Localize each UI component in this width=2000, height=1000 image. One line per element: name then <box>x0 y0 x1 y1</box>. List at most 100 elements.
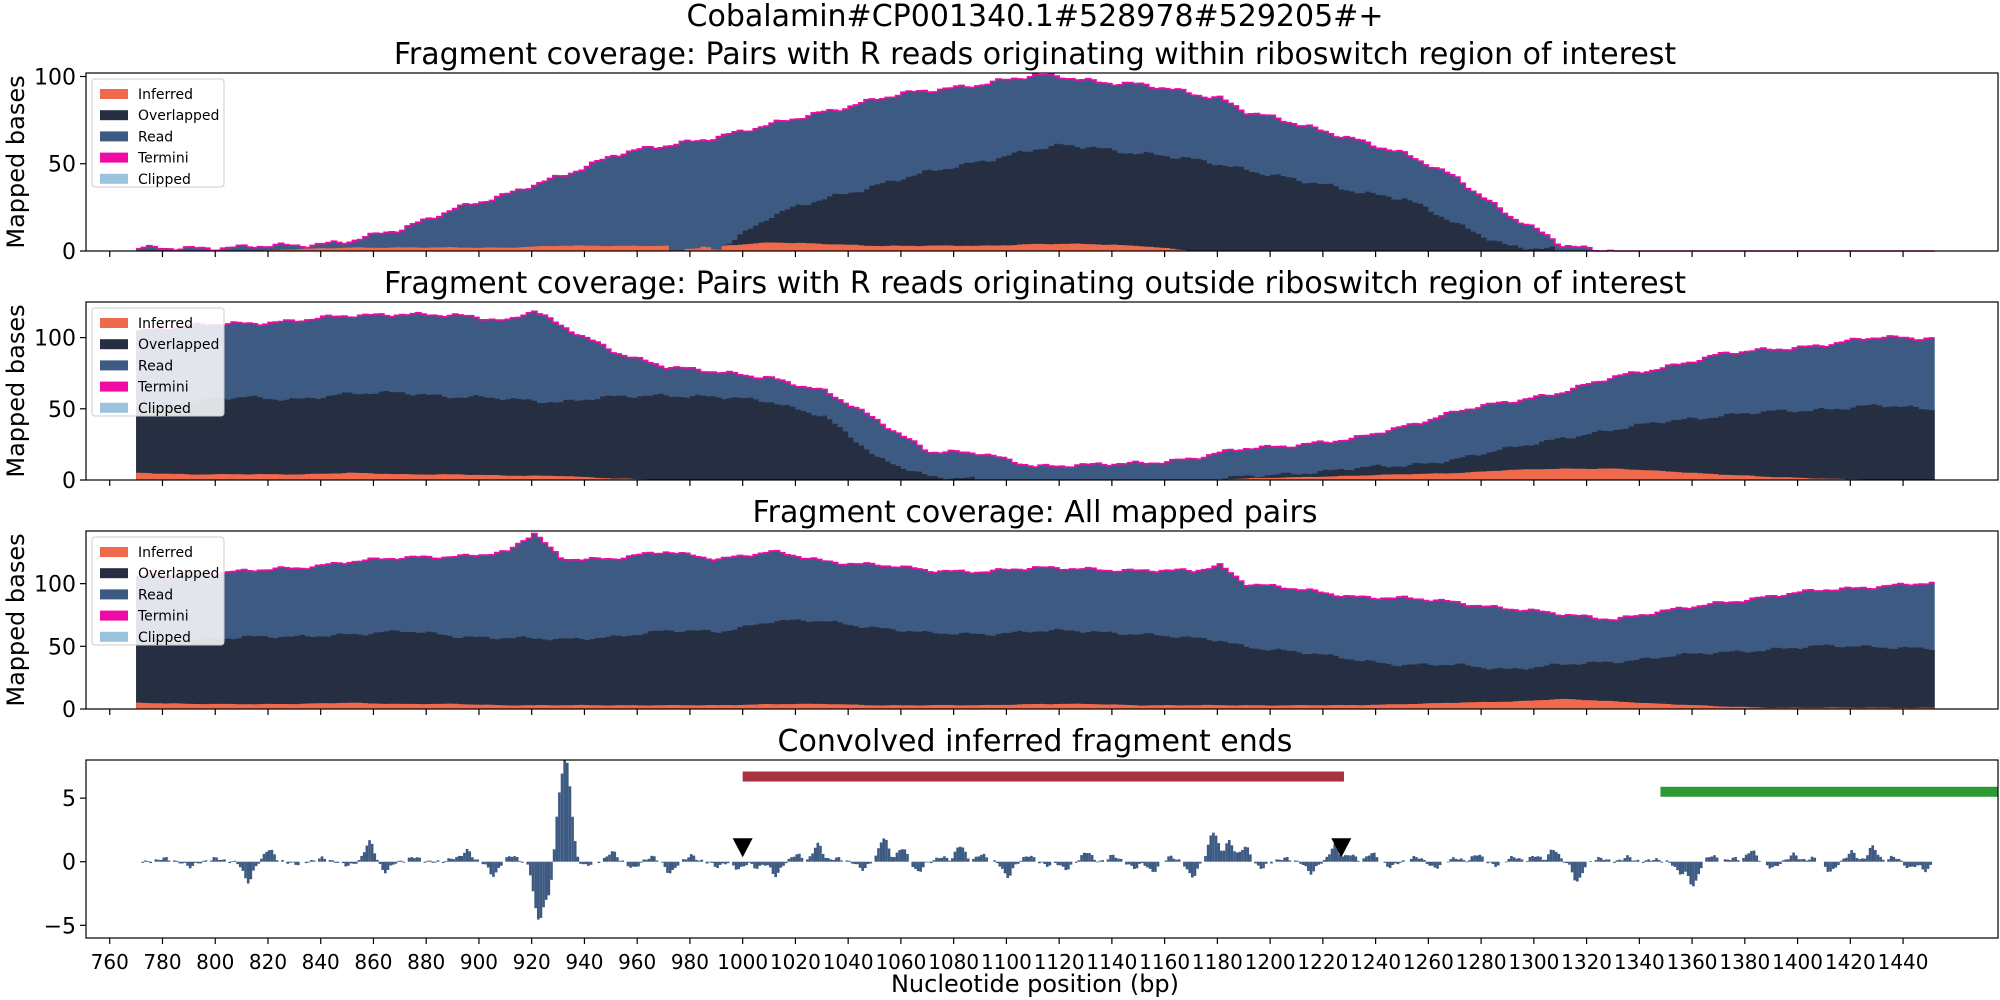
signal-bar <box>360 855 363 862</box>
signal-bar <box>149 861 152 864</box>
signal-bar <box>1599 857 1603 862</box>
signal-bar <box>180 861 184 864</box>
plot-frame-3 <box>85 759 1999 939</box>
signal-bar <box>457 855 461 862</box>
signal-bar <box>1734 856 1737 862</box>
signal-bar <box>1357 860 1360 862</box>
y-axis-label-1: Mapped bases <box>2 304 30 477</box>
y-tick-label-0: 50 <box>48 153 76 178</box>
signal-bar <box>1541 859 1545 862</box>
signal-bar <box>993 860 996 862</box>
signal-bar <box>1515 858 1519 862</box>
signal-bar <box>1694 861 1698 881</box>
signal-bar <box>1254 861 1257 864</box>
signal-bar <box>1111 854 1115 862</box>
signal-bar <box>1001 861 1004 869</box>
x-tick-label: 1020 <box>770 950 821 974</box>
signal-bar <box>497 861 501 868</box>
signal-bar <box>1589 860 1592 862</box>
signal-bar <box>434 861 437 863</box>
signal-bar <box>368 840 371 862</box>
legend-label-inferred-2: Inferred <box>138 545 193 561</box>
signal-bar <box>1225 843 1228 862</box>
signal-bar <box>267 850 271 862</box>
signal-bar <box>146 860 150 862</box>
signal-bar <box>489 861 493 875</box>
signal-bar <box>948 860 952 862</box>
x-tick-label: 1080 <box>928 950 979 974</box>
signal-bar <box>832 859 835 862</box>
signal-bar <box>518 860 522 862</box>
signal-bar <box>982 853 986 862</box>
signal-bar <box>1280 860 1284 862</box>
signal-bar <box>940 857 944 862</box>
signal-bar <box>1438 861 1442 866</box>
signal-bar <box>310 860 313 862</box>
signal-bar <box>1106 859 1110 862</box>
signal-bar <box>1473 855 1476 862</box>
signal-bar <box>442 861 445 863</box>
signal-bar <box>1256 861 1260 866</box>
signal-bar <box>568 786 572 862</box>
x-tick-label: 1400 <box>1772 950 1823 974</box>
signal-bar <box>866 861 870 865</box>
signal-bar <box>471 857 474 862</box>
signal-bar <box>1030 855 1033 862</box>
x-tick-label: 1040 <box>823 950 874 974</box>
signal-bar <box>558 792 561 862</box>
signal-bar <box>914 861 917 869</box>
signal-bar <box>774 861 777 878</box>
signal-bar <box>1518 858 1521 862</box>
signal-bar <box>903 849 907 862</box>
signal-bar <box>1132 861 1136 870</box>
signal-bar <box>231 861 234 862</box>
legend-swatch-read-2 <box>100 589 128 600</box>
signal-bar <box>1038 861 1041 864</box>
signal-bar <box>1467 860 1471 862</box>
signal-bar <box>423 861 427 863</box>
signal-bar <box>1370 853 1373 862</box>
signal-bar <box>1823 861 1827 867</box>
x-tick-label: 760 <box>91 950 129 974</box>
signal-bar <box>1462 860 1466 862</box>
signal-bar <box>1507 858 1511 862</box>
signal-bar <box>837 857 841 862</box>
signal-bar <box>1420 858 1424 862</box>
signal-bar <box>1074 861 1078 863</box>
signal-bar <box>571 816 574 862</box>
signal-bar <box>1425 861 1429 864</box>
x-tick-label: 960 <box>618 950 656 974</box>
signal-bar <box>916 861 920 872</box>
signal-bar <box>1167 856 1170 862</box>
y-tick-label-1: 100 <box>34 327 76 352</box>
signal-bar <box>1351 854 1355 862</box>
signal-bar <box>1547 854 1550 862</box>
signal-bar <box>312 860 316 862</box>
signal-bar <box>1876 854 1880 862</box>
signal-bar <box>579 861 582 864</box>
signal-bar <box>1043 861 1046 865</box>
signal-bar <box>1697 861 1700 875</box>
signal-bar <box>1090 854 1094 862</box>
x-tick-label: 1140 <box>1086 950 1137 974</box>
signal-bar <box>1394 861 1397 864</box>
signal-bar <box>260 858 263 862</box>
signal-bar <box>217 859 221 862</box>
signal-bar <box>1652 860 1656 862</box>
signal-bar <box>1383 861 1387 863</box>
signal-bar <box>1842 858 1846 862</box>
signal-bar <box>275 860 279 862</box>
signal-bar <box>1758 860 1761 862</box>
signal-bar <box>1612 861 1616 863</box>
x-tick-label: 1300 <box>1508 950 1559 974</box>
signal-bar <box>890 856 893 862</box>
signal-bar <box>455 857 458 862</box>
legend-swatch-overlapped-2 <box>100 568 128 579</box>
area-inferred-2 <box>136 698 1935 709</box>
signal-bar <box>1285 857 1289 862</box>
signal-bar <box>494 861 498 873</box>
signal-bar <box>853 861 857 865</box>
y-axis-label-2: Mapped bases <box>2 533 30 706</box>
legend-label-read-0: Read <box>138 129 173 145</box>
signal-bar <box>1367 855 1371 862</box>
